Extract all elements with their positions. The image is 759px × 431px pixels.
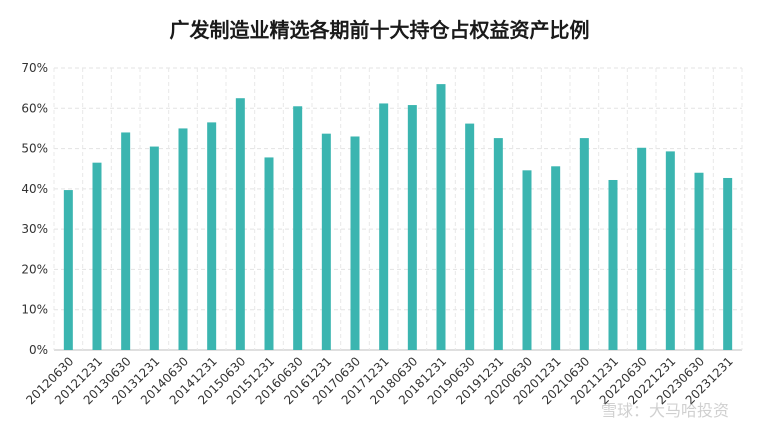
- bar-20180630: [407, 105, 417, 350]
- bar-20170630: [350, 136, 360, 350]
- bar-20210630: [579, 138, 589, 350]
- bar-20221231: [665, 151, 675, 350]
- bar-20171231: [379, 103, 389, 350]
- grid-lines: [53, 67, 743, 351]
- bar-20150630: [235, 98, 245, 350]
- bar-20181231: [436, 84, 446, 350]
- y-tick-label: 10%: [21, 303, 48, 317]
- x-axis: 2012063020121231201306302013123120140630…: [23, 354, 735, 407]
- bar-20141231: [207, 122, 217, 350]
- chart-title: 广发制造业精选各期前十大持仓占权益资产比例: [169, 18, 590, 42]
- y-tick-label: 0%: [29, 343, 48, 357]
- y-axis: 0% 10% 20% 30% 40% 50% 60% 70%: [21, 61, 48, 357]
- y-tick-label: 30%: [21, 222, 48, 236]
- bar-20230630: [694, 172, 704, 350]
- y-tick-label: 70%: [21, 61, 48, 75]
- y-tick-label: 20%: [21, 262, 48, 276]
- bar-20200630: [522, 170, 532, 350]
- bar-20231231: [723, 177, 733, 350]
- y-tick-label: 50%: [21, 142, 48, 156]
- bar-20120630: [63, 190, 73, 350]
- bar-20151231: [264, 157, 274, 350]
- bar-20220630: [637, 147, 647, 350]
- bar-20161231: [321, 133, 331, 350]
- bar-20121231: [92, 162, 102, 350]
- y-tick-label: 40%: [21, 182, 48, 196]
- bar-20130630: [121, 132, 131, 350]
- bar-20140630: [178, 128, 188, 350]
- y-tick-label: 60%: [21, 101, 48, 115]
- watermark: 雪球：大马哈投资: [600, 401, 729, 420]
- bar-20201231: [551, 166, 561, 350]
- bar-20131231: [149, 146, 159, 350]
- bar-20211231: [608, 179, 618, 350]
- bar-20191231: [493, 138, 503, 350]
- bar-20190630: [465, 123, 475, 350]
- bars: [63, 84, 733, 351]
- bar-20160630: [293, 106, 303, 351]
